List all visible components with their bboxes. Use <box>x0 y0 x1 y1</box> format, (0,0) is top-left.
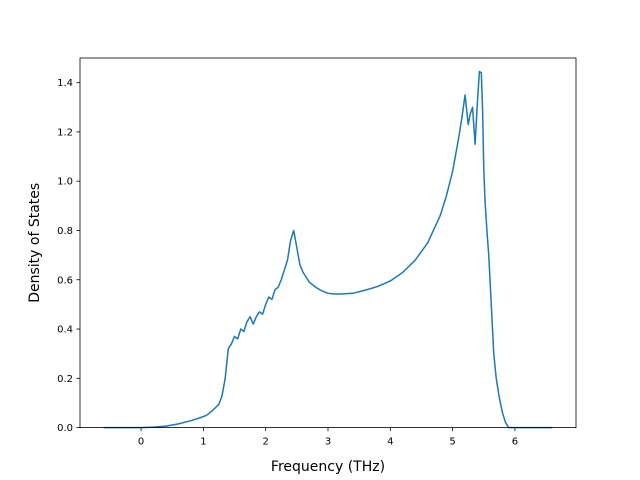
y-tick-label: 1.2 <box>57 127 73 138</box>
y-tick-label: 0.2 <box>57 374 73 385</box>
x-tick-label: 1 <box>200 437 206 448</box>
x-tick-label: 0 <box>138 437 144 448</box>
y-tick-label: 1.0 <box>57 177 73 188</box>
y-axis-ticks: 0.0 0.2 0.4 0.6 0.8 1.0 1.2 1.4 <box>57 78 80 434</box>
x-tick-label: 3 <box>325 437 331 448</box>
y-tick-label: 1.4 <box>57 78 73 89</box>
x-axis-label: Frequency (THz) <box>271 459 385 475</box>
y-tick-label: 0.6 <box>57 275 73 286</box>
x-tick-label: 2 <box>263 437 269 448</box>
plot-frame <box>79 57 577 429</box>
y-tick-label: 0.4 <box>57 325 73 336</box>
y-tick-label: 0.0 <box>57 423 73 434</box>
x-axis-ticks: 0 1 2 3 4 5 6 <box>138 427 518 448</box>
dos-curve <box>103 70 553 429</box>
y-tick-label: 0.8 <box>57 226 73 237</box>
x-tick-label: 4 <box>387 437 393 448</box>
plot-area <box>80 58 576 428</box>
x-tick-label: 5 <box>449 437 455 448</box>
y-axis-label: Density of States <box>27 183 43 303</box>
x-tick-label: 6 <box>512 437 518 448</box>
